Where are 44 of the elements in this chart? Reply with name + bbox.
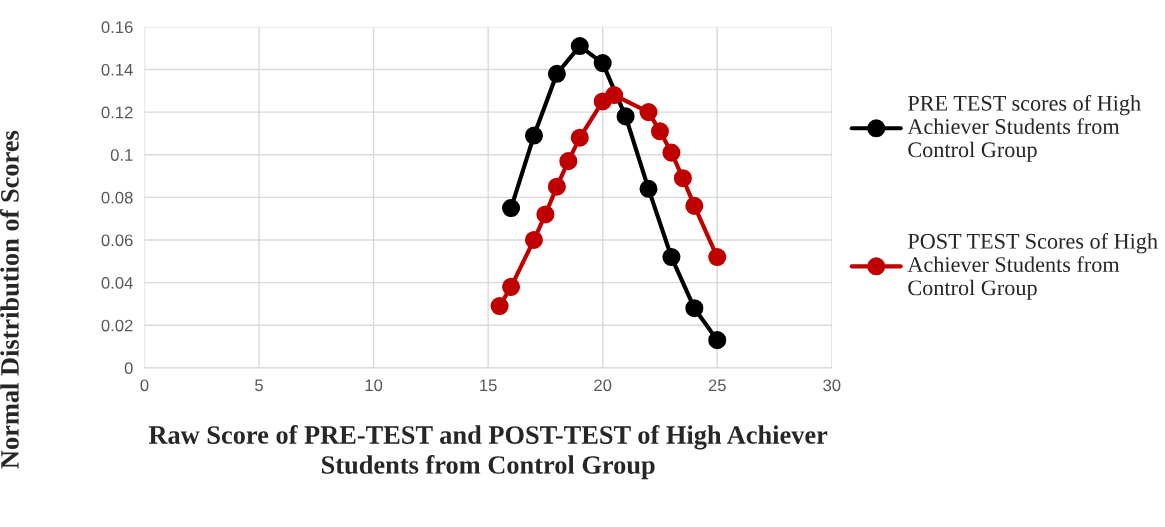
point xyxy=(673,169,692,188)
point xyxy=(662,143,681,162)
point xyxy=(685,196,704,215)
point xyxy=(502,277,521,296)
y-tick-label: 0.02 xyxy=(101,319,133,332)
y-tick-label: 0.06 xyxy=(101,234,133,247)
x-tick-label: 15 xyxy=(480,379,497,392)
point xyxy=(524,230,543,250)
point xyxy=(570,37,589,56)
x-tick-label: 20 xyxy=(594,379,612,392)
point xyxy=(639,179,658,198)
point xyxy=(708,331,727,350)
point xyxy=(650,122,669,141)
y-tick-label: 0.04 xyxy=(101,277,133,289)
x-tick-label: 30 xyxy=(823,379,841,392)
point xyxy=(547,177,566,196)
y-axis-title: Normal Distribution of Scores xyxy=(0,130,19,469)
legend-label: PRE TEST scores of High Achiever Students from Control Group xyxy=(907,94,1141,162)
x-axis-title: Raw Score of PRE-TEST and POST-TEST of High Achiever Students from Control Group xyxy=(148,425,828,480)
x-tick-label: 5 xyxy=(255,379,263,392)
point xyxy=(502,198,521,218)
point xyxy=(662,248,681,267)
point xyxy=(593,54,612,73)
y-tick-label: 0.1 xyxy=(110,149,133,161)
y-tick-label: 0 xyxy=(124,362,133,375)
x-tick-label: 10 xyxy=(365,379,383,392)
x-tick-label: 0 xyxy=(140,379,149,392)
y-tick-label: 0.14 xyxy=(101,63,133,76)
point xyxy=(559,152,578,171)
point xyxy=(490,297,509,316)
point xyxy=(639,103,658,122)
x-tick-label: 25 xyxy=(708,379,726,392)
legend-label: POST TEST Scores of High Achiever Students from Control Group xyxy=(907,232,1158,300)
point xyxy=(616,107,635,126)
point xyxy=(605,86,624,105)
point xyxy=(524,126,543,145)
point xyxy=(708,248,727,267)
y-tick-label: 0.08 xyxy=(101,191,133,204)
point xyxy=(536,205,555,224)
point xyxy=(570,128,589,147)
y-tick-label: 0.16 xyxy=(101,21,133,34)
point xyxy=(685,299,704,318)
point xyxy=(547,64,566,83)
y-tick-label: 0.12 xyxy=(101,106,133,119)
